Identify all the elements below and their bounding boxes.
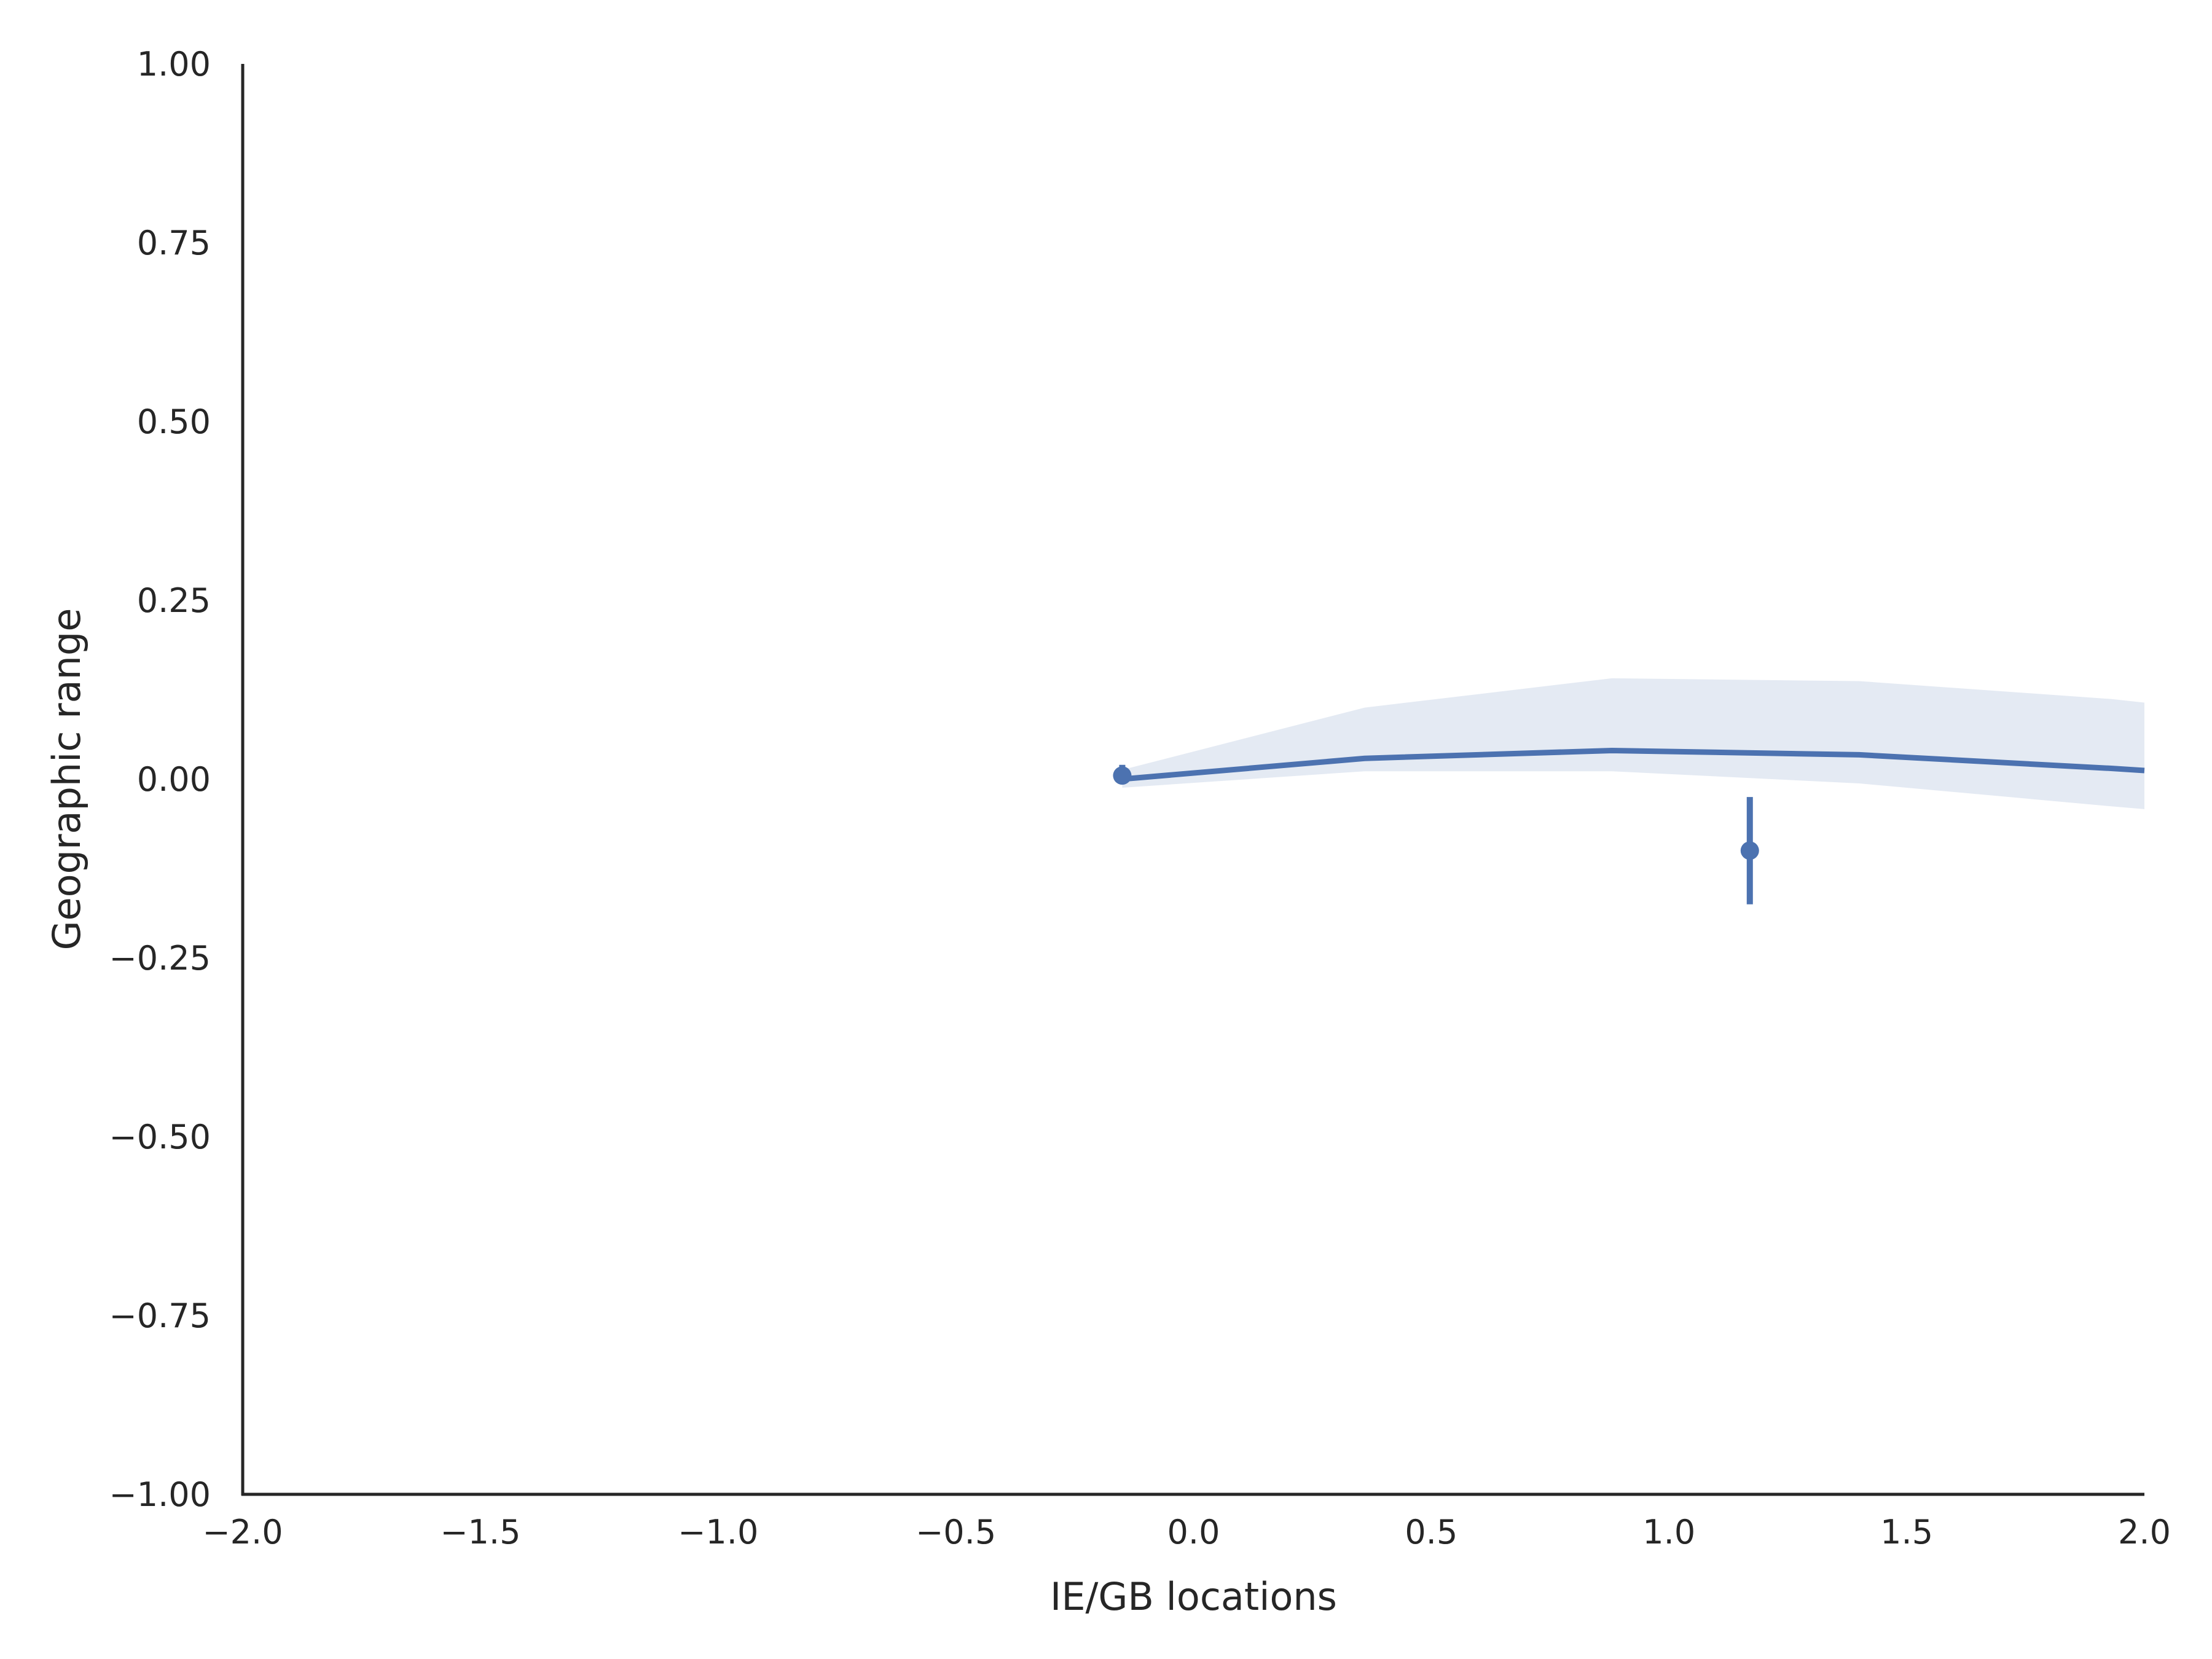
x-tick-label: −0.5 <box>916 1513 996 1551</box>
y-axis-label: Geographic range <box>44 608 89 951</box>
x-tick-label: −2.0 <box>202 1513 283 1551</box>
x-tick-label: 0.0 <box>1167 1513 1220 1551</box>
regression-line-layer <box>1122 747 2145 782</box>
confidence-band <box>1122 678 2144 809</box>
data-point-2 <box>1740 797 1759 904</box>
regression-line <box>1122 747 2145 782</box>
x-tick-label: 0.5 <box>1405 1513 1457 1551</box>
y-tick-label: 0.25 <box>137 581 211 620</box>
confidence-band-layer <box>1122 678 2144 809</box>
point-marker <box>1113 766 1132 785</box>
x-tick-label: −1.0 <box>678 1513 758 1551</box>
y-tick-label: 1.00 <box>137 45 211 84</box>
x-tick-label: 1.0 <box>1642 1513 1695 1551</box>
x-tick-label: 2.0 <box>2118 1513 2171 1551</box>
y-tick-label: 0.50 <box>137 402 211 441</box>
data-point-1 <box>1113 764 1132 785</box>
y-tick-label: 0.00 <box>137 760 211 799</box>
y-tick-label: −0.75 <box>109 1296 211 1335</box>
points-layer <box>1113 764 1759 904</box>
x-tick-label: −1.5 <box>440 1513 520 1551</box>
x-tick-label: 1.5 <box>1880 1513 1933 1551</box>
axes <box>241 64 2144 1496</box>
y-tick-label: −1.00 <box>109 1475 211 1514</box>
x-tick-labels: −2.0 −1.5 −1.0 −0.5 0.0 0.5 1.0 1.5 2.0 <box>202 1513 2171 1551</box>
point-marker <box>1740 841 1759 860</box>
y-tick-label: −0.50 <box>109 1118 211 1156</box>
y-tick-label: −0.25 <box>109 939 211 978</box>
x-axis-label: IE/GB locations <box>1050 1574 1337 1619</box>
y-tick-label: 0.75 <box>137 224 211 262</box>
y-tick-labels: 1.00 0.75 0.50 0.25 0.00 −0.25 −0.50 −0.75 −1.00 <box>109 45 211 1514</box>
